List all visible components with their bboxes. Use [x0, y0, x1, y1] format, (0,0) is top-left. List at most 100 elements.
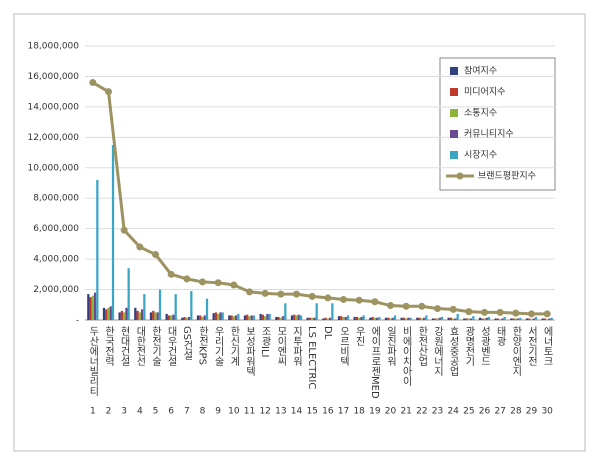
bar	[342, 316, 345, 320]
bar	[485, 317, 488, 320]
bar	[431, 318, 435, 320]
line-marker	[120, 226, 128, 234]
x-tick-label: 대우건설	[165, 326, 177, 366]
x-tick-label: LS ELECTRIC	[306, 326, 317, 389]
line-marker	[199, 278, 206, 286]
bar	[185, 317, 188, 320]
bar	[440, 316, 444, 320]
legend-swatch	[450, 109, 458, 117]
bar	[371, 316, 374, 320]
line-marker	[246, 288, 253, 296]
line-marker	[183, 275, 191, 283]
bar	[165, 313, 168, 320]
bar	[205, 298, 209, 320]
x-tick-label: 광명전기	[463, 326, 475, 367]
bar	[107, 307, 110, 320]
bar	[481, 318, 484, 320]
bar	[308, 317, 312, 320]
bar	[369, 317, 372, 320]
bar	[418, 317, 421, 320]
rank-label: 28	[510, 407, 522, 417]
y-tick-label: 6,000,000	[33, 224, 79, 234]
bar	[487, 316, 491, 320]
bar	[232, 316, 235, 320]
bar	[516, 318, 520, 320]
line-marker	[449, 305, 457, 313]
bar	[519, 317, 522, 320]
rank-label: 2	[106, 407, 112, 417]
bar	[136, 310, 139, 320]
bar	[467, 318, 470, 320]
y-tick-label: 18,000,000	[27, 42, 79, 52]
x-tick-label: 대한전선	[134, 326, 146, 366]
bar	[293, 314, 296, 320]
bar	[331, 303, 334, 320]
bar	[172, 314, 175, 320]
line-marker	[387, 302, 394, 310]
bar	[532, 318, 535, 320]
bar	[425, 315, 428, 320]
x-tick-label: 현대건설	[118, 326, 130, 366]
rank-label: 17	[338, 407, 349, 417]
bar	[87, 294, 90, 320]
line-marker	[371, 298, 379, 306]
rank-label: 15	[306, 407, 317, 417]
bar	[96, 179, 99, 320]
line-marker	[308, 292, 316, 300]
bar	[237, 313, 240, 320]
bar	[219, 312, 222, 320]
x-tick-label: 우진	[353, 326, 365, 346]
rank-label: 6	[168, 407, 174, 417]
bar	[138, 312, 141, 320]
bar	[496, 318, 500, 320]
bar	[438, 317, 441, 320]
bar	[422, 317, 426, 320]
rank-label: 22	[416, 407, 427, 417]
bar	[420, 318, 423, 320]
x-tick-label: 강원에너지	[432, 326, 444, 377]
rank-label: 8	[200, 407, 206, 417]
bar	[456, 313, 459, 320]
bar	[548, 318, 551, 320]
bar	[530, 319, 533, 320]
bar	[434, 318, 437, 320]
bar	[91, 295, 94, 320]
bar	[266, 313, 269, 320]
bar	[512, 318, 515, 320]
rank-label: 20	[385, 407, 397, 417]
bar	[196, 315, 200, 320]
bar	[259, 313, 262, 320]
y-tick-label: 12,000,000	[27, 133, 79, 143]
line-marker	[465, 308, 473, 316]
legend-swatch	[450, 67, 458, 75]
y-tick-label: 14,000,000	[27, 102, 79, 112]
x-tick-label: 한전산업	[416, 326, 428, 366]
line-marker	[261, 289, 269, 297]
bar	[472, 316, 475, 320]
bar	[449, 317, 453, 320]
bar	[212, 313, 215, 320]
bar	[400, 317, 403, 320]
bar	[221, 312, 224, 320]
legend-box	[439, 57, 556, 191]
bar	[158, 289, 162, 320]
bar	[387, 317, 390, 320]
rank-label: 7	[184, 407, 190, 417]
rank-label: 5	[153, 407, 159, 417]
rank-label: 14	[291, 407, 303, 417]
rank-label: 25	[463, 407, 474, 417]
bar	[199, 315, 202, 320]
bar	[454, 318, 457, 320]
legend-label: 커뮤니티지수	[464, 129, 514, 140]
rank-label: 19	[369, 407, 381, 417]
bar	[514, 318, 517, 320]
bar	[156, 312, 159, 320]
x-tick-label: 오르비텍	[338, 326, 350, 367]
line-marker	[136, 243, 144, 251]
x-tick-label: 일진파워	[385, 326, 397, 367]
bar	[463, 318, 466, 320]
legend-label: 미디어지수	[464, 87, 505, 98]
bar	[268, 313, 271, 320]
bar	[358, 317, 361, 320]
